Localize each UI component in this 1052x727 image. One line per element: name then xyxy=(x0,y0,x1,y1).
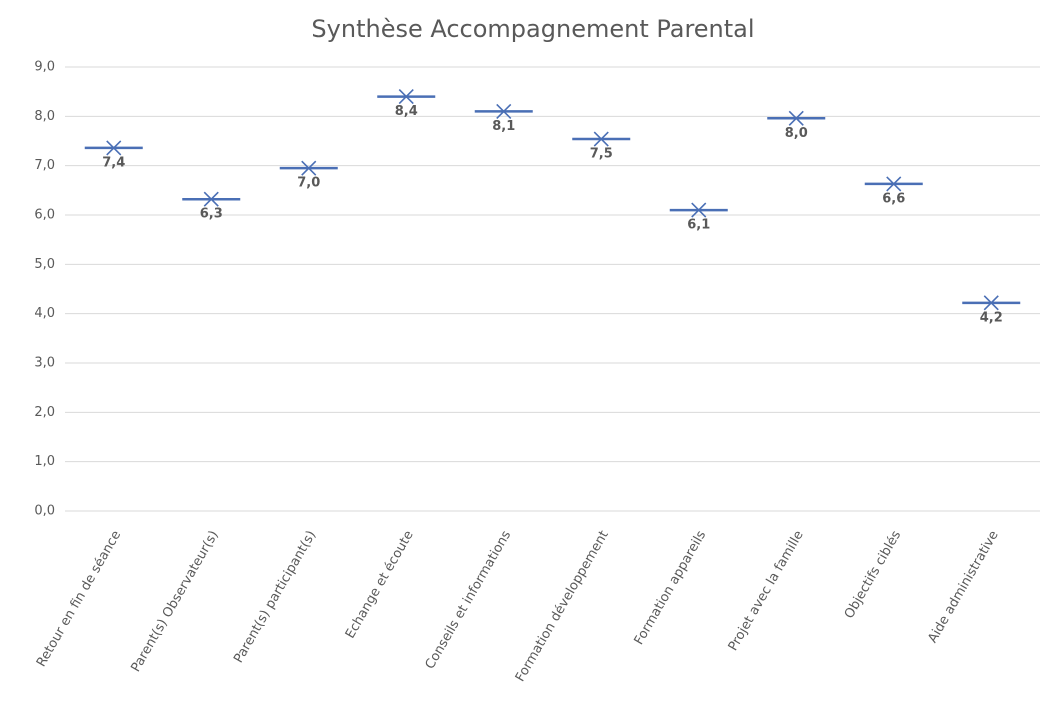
x-tick-label: Aide administrative xyxy=(925,528,1001,645)
mean-marker xyxy=(691,202,707,218)
mean-marker xyxy=(301,160,317,176)
y-tick-label: 3,0 xyxy=(34,356,55,371)
mean-marker xyxy=(593,131,609,147)
data-label: 6,3 xyxy=(200,207,223,222)
data-label: 4,2 xyxy=(980,310,1003,325)
data-label: 8,4 xyxy=(395,104,418,119)
x-tick-label: Parent(s) participant(s) xyxy=(231,528,319,666)
y-tick-label: 6,0 xyxy=(34,208,55,223)
x-tick-label: Parent(s) Observateur(s) xyxy=(128,528,221,675)
y-tick-label: 0,0 xyxy=(34,504,55,519)
y-tick-label: 5,0 xyxy=(34,257,55,272)
y-tick-label: 7,0 xyxy=(34,158,55,173)
data-label: 7,5 xyxy=(590,147,613,162)
mean-marker xyxy=(788,110,804,126)
x-tick-label: Echange et écoute xyxy=(343,528,417,641)
mean-marker xyxy=(496,103,512,119)
mean-marker xyxy=(983,295,999,311)
data-label: 6,6 xyxy=(882,191,905,206)
x-tick-label: Formation développement xyxy=(513,528,612,684)
mean-marker xyxy=(886,176,902,192)
data-label: 8,1 xyxy=(492,119,515,134)
mean-marker xyxy=(203,191,219,207)
y-tick-label: 8,0 xyxy=(34,109,55,124)
y-tick-label: 9,0 xyxy=(34,60,55,75)
data-label: 8,0 xyxy=(785,126,808,141)
mean-marker xyxy=(106,140,122,156)
x-tick-label: Conseils et informations xyxy=(423,528,515,672)
y-tick-label: 1,0 xyxy=(34,454,55,469)
data-label: 7,0 xyxy=(297,176,320,191)
data-label: 7,4 xyxy=(102,155,125,170)
x-tick-label: Objectifs ciblés xyxy=(842,528,905,621)
chart-title: Synthèse Accompagnement Parental xyxy=(311,15,754,43)
data-label: 6,1 xyxy=(687,218,710,233)
y-tick-label: 4,0 xyxy=(34,306,55,321)
x-tick-label: Projet avec la famille xyxy=(726,528,807,653)
x-tick-label: Formation appareils xyxy=(632,528,710,648)
mean-marker xyxy=(398,89,414,105)
x-tick-label: Retour en fin de séance xyxy=(34,528,124,669)
y-tick-label: 2,0 xyxy=(34,405,55,420)
